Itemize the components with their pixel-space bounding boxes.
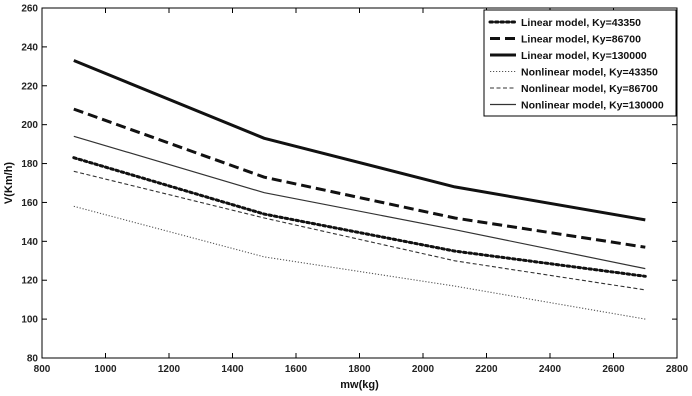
y-tick-label: 200 [21, 120, 38, 131]
legend-box [483, 9, 677, 117]
x-tick-label: 1800 [348, 364, 371, 375]
x-tick-label: 2600 [602, 364, 625, 375]
legend-entry: Linear model, Ky=130000 [521, 50, 647, 62]
legend-entry: Nonlinear model, Ky=130000 [521, 99, 664, 111]
y-tick-label: 120 [21, 276, 38, 287]
y-tick-label: 160 [21, 198, 38, 209]
series-line-5 [73, 170, 646, 291]
legend-entry: Nonlinear model, Ky=86700 [521, 83, 658, 95]
x-tick-label: 1000 [94, 364, 117, 375]
legend-entry: Linear model, Ky=43350 [521, 17, 641, 29]
series-lines [72, 59, 647, 320]
x-tick-label: 1600 [285, 364, 308, 375]
x-tick-label: 1400 [221, 364, 244, 375]
y-tick-label: 140 [21, 237, 38, 248]
x-tick-label: 2400 [539, 364, 562, 375]
y-tick-label: 220 [21, 81, 38, 92]
x-axis-label: mw(kg) [340, 379, 379, 391]
legend-entry: Linear model, Ky=86700 [521, 33, 641, 45]
x-tick-label: 1200 [158, 364, 181, 375]
y-tick-label: 180 [21, 159, 38, 170]
x-tick-label: 2200 [475, 364, 498, 375]
y-tick-label: 260 [21, 4, 38, 15]
legend-entry: Nonlinear model, Ky=43350 [521, 66, 658, 78]
y-axis-label: V(Km/h) [3, 162, 15, 205]
series-line-4 [73, 205, 646, 320]
series-line-3 [73, 59, 646, 222]
series-line-6 [73, 135, 646, 270]
y-tick-label: 80 [27, 354, 39, 365]
legend: Linear model, Ky=43350 Linear model, Ky=8… [483, 9, 677, 117]
x-tick-label: 2000 [412, 364, 435, 375]
series-line-1 [72, 156, 647, 278]
y-tick-label: 100 [21, 315, 38, 326]
x-tick-label: 2800 [666, 364, 689, 375]
axis-ticks: 800 1000 1200 1400 1600 1800 2000 2200 2400 2600 2… [21, 4, 688, 376]
y-tick-label: 240 [21, 42, 38, 53]
x-tick-label: 800 [34, 364, 51, 375]
